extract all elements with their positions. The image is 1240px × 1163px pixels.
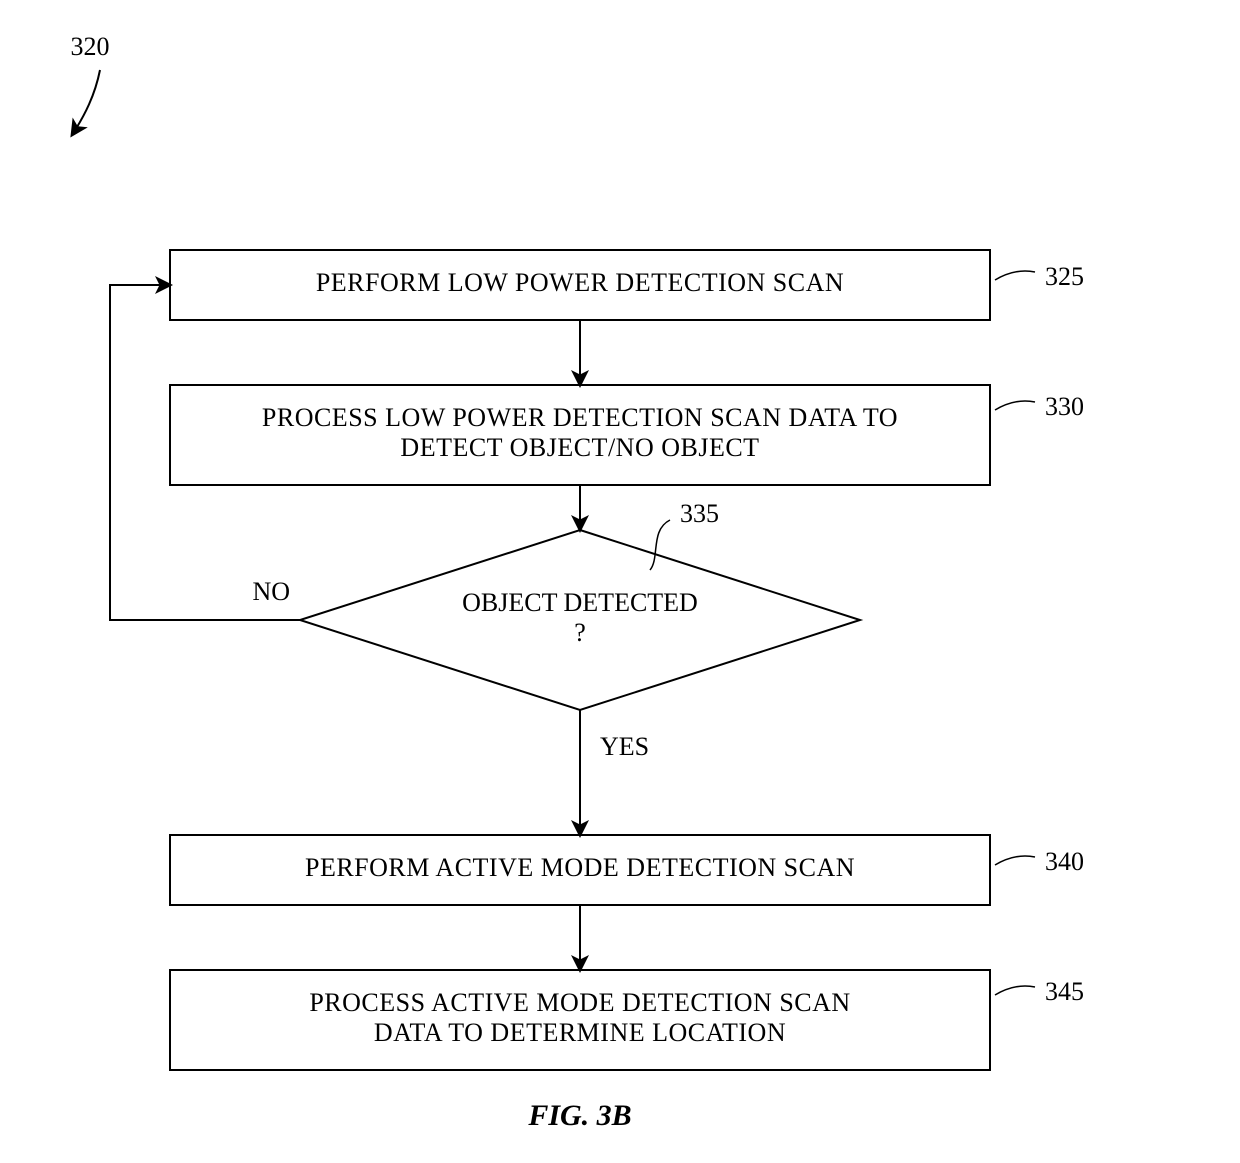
flowchart-figure: PERFORM LOW POWER DETECTION SCAN 325 PROCE…	[0, 0, 1240, 1163]
process-box-text: PROCESS LOW POWER DETECTION SCAN DATA TO	[262, 403, 898, 432]
process-box-text: DETECT OBJECT/NO OBJECT	[400, 433, 759, 462]
process-box-text: PROCESS ACTIVE MODE DETECTION SCAN	[309, 988, 850, 1017]
decision-text: OBJECT DETECTED	[462, 588, 698, 617]
process-box-text: PERFORM ACTIVE MODE DETECTION SCAN	[305, 853, 855, 882]
edge-label: YES	[600, 732, 649, 761]
decision-text: ?	[574, 618, 586, 647]
edge-label: NO	[252, 577, 290, 606]
process-box-text: PERFORM LOW POWER DETECTION SCAN	[316, 268, 844, 297]
ref-number: 330	[1045, 392, 1084, 421]
ref-number: 340	[1045, 847, 1084, 876]
ref-number: 335	[680, 499, 719, 528]
figure-caption: FIG. 3B	[527, 1099, 631, 1132]
ref-number: 345	[1045, 977, 1084, 1006]
process-box-text: DATA TO DETERMINE LOCATION	[374, 1018, 786, 1047]
figure-ref-label: 320	[71, 32, 110, 61]
ref-number: 325	[1045, 262, 1084, 291]
